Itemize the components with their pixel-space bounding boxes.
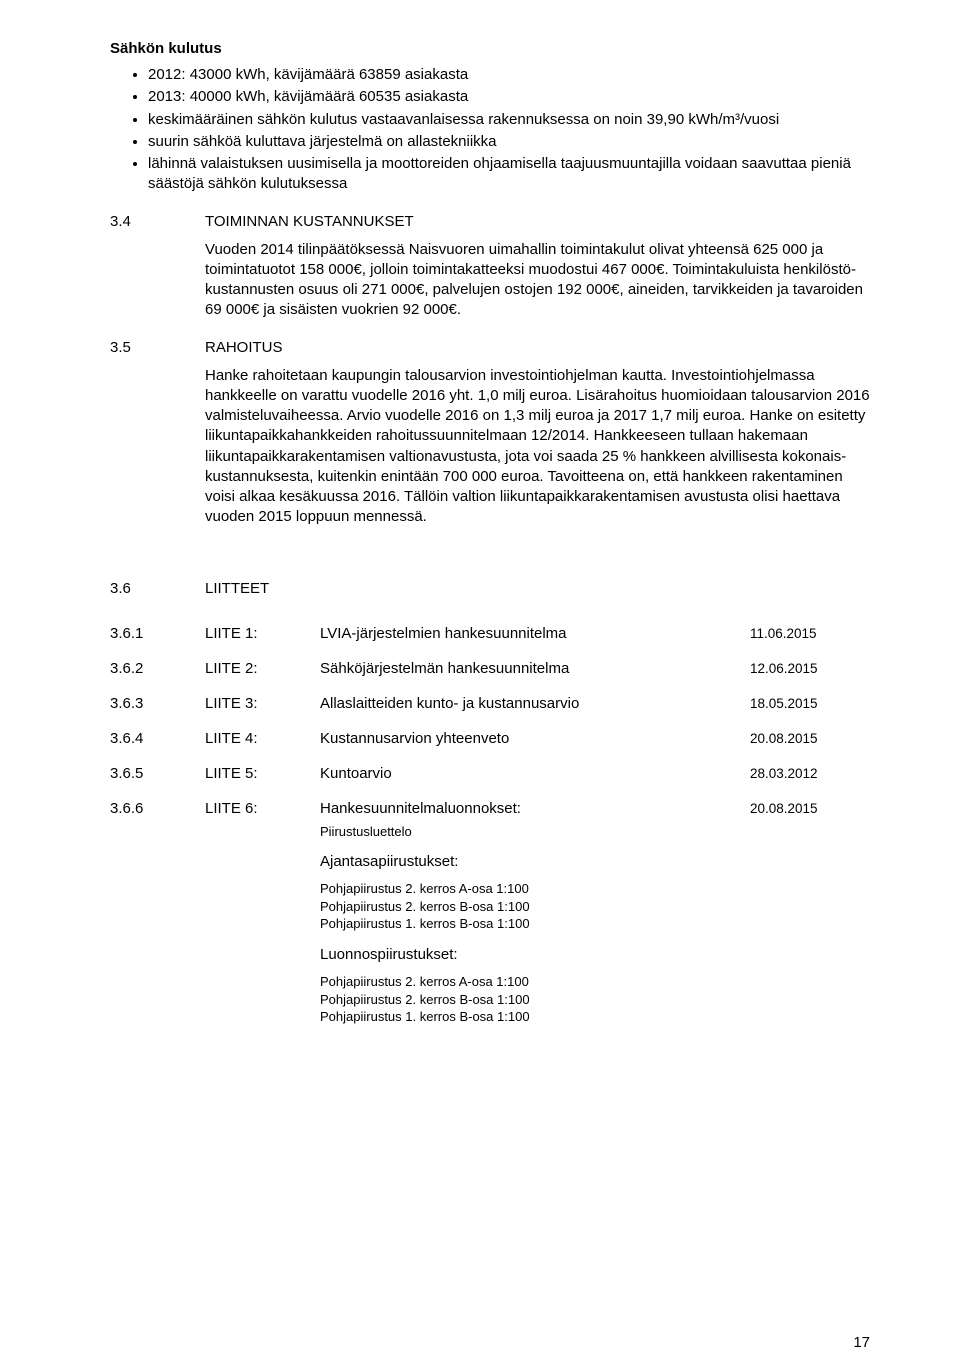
liite-label: LIITE 4:	[205, 730, 320, 747]
liite-num: 3.6.4	[110, 730, 205, 747]
spacer	[110, 546, 870, 570]
liite-num: 3.6.5	[110, 765, 205, 782]
ajantasa-line: Pohjapiirustus 2. kerros B-osa 1:100	[320, 898, 870, 916]
page: Sähkön kulutus 2012: 43000 kWh, kävijämä…	[0, 0, 960, 1371]
liite-num: 3.6.2	[110, 660, 205, 677]
list-item: 2013: 40000 kWh, kävijämäärä 60535 asiak…	[148, 87, 870, 107]
ajantasa-line: Pohjapiirustus 1. kerros B-osa 1:100	[320, 915, 870, 933]
liite-date: 18.05.2015	[750, 696, 870, 711]
heading-text: RAHOITUS	[205, 339, 283, 356]
list-item: suurin sähköä kuluttava järjestelmä on a…	[148, 132, 870, 152]
bullet-text: 2013: 40000 kWh, kävijämäärä 60535 asiak…	[148, 88, 468, 105]
liite-date: 20.08.2015	[750, 731, 870, 746]
bullet-text: suurin sähköä kuluttava järjestelmä on a…	[148, 133, 497, 150]
luonnos-title: Luonnospiirustukset:	[320, 945, 870, 965]
liite-desc: Kuntoarvio	[320, 765, 750, 782]
piirustusluettelo: Piirustusluettelo	[320, 823, 870, 841]
liite-desc: Allaslaitteiden kunto- ja kustannusarvio	[320, 695, 750, 712]
liite-row: 3.6.4 LIITE 4: Kustannusarvion yhteenvet…	[110, 730, 870, 747]
paragraph-3-5: Hanke rahoitetaan kaupungin talousarvion…	[205, 366, 870, 528]
liite-row: 3.6.5 LIITE 5: Kuntoarvio 28.03.2012	[110, 765, 870, 782]
liite-date: 20.08.2015	[750, 801, 870, 816]
heading-num: 3.4	[110, 213, 205, 230]
liite-desc: Hankesuunnitelmaluonnokset:	[320, 800, 750, 817]
liite-num: 3.6.1	[110, 625, 205, 642]
ajantasa-line: Pohjapiirustus 2. kerros A-osa 1:100	[320, 880, 870, 898]
liite-num: 3.6.6	[110, 800, 205, 817]
page-number: 17	[853, 1334, 870, 1351]
liite-row: 3.6.2 LIITE 2: Sähköjärjestelmän hankesu…	[110, 660, 870, 677]
title-text: Sähkön kulutus	[110, 40, 222, 57]
sub-block: Piirustusluettelo Ajantasapiirustukset: …	[320, 823, 870, 1026]
liite-num: 3.6.3	[110, 695, 205, 712]
liite-row: 3.6.6 LIITE 6: Hankesuunnitelmaluonnokse…	[110, 800, 870, 817]
liite-label: LIITE 3:	[205, 695, 320, 712]
luonnos-line: Pohjapiirustus 1. kerros B-osa 1:100	[320, 1008, 870, 1026]
liite-row: 3.6.1 LIITE 1: LVIA-järjestelmien hankes…	[110, 625, 870, 642]
bullet-text: lähinnä valaistuksen uusimisella ja moot…	[148, 155, 851, 192]
liite-label: LIITE 5:	[205, 765, 320, 782]
luonnos-line: Pohjapiirustus 2. kerros B-osa 1:100	[320, 991, 870, 1009]
list-item: lähinnä valaistuksen uusimisella ja moot…	[148, 154, 870, 195]
heading-3-5: 3.5 RAHOITUS	[110, 339, 870, 356]
liite-label: LIITE 2:	[205, 660, 320, 677]
liite-date: 12.06.2015	[750, 661, 870, 676]
bullet-text: 2012: 43000 kWh, kävijämäärä 63859 asiak…	[148, 66, 468, 83]
list-item: keskimääräinen sähkön kulutus vastaavanl…	[148, 110, 870, 130]
liite-desc: LVIA-järjestelmien hankesuunnitelma	[320, 625, 750, 642]
ajantasa-title: Ajantasapiirustukset:	[320, 852, 870, 872]
heading-text: TOIMINNAN KUSTANNUKSET	[205, 213, 414, 230]
bullet-text: keskimääräinen sähkön kulutus vastaavanl…	[148, 111, 779, 128]
heading-3-4: 3.4 TOIMINNAN KUSTANNUKSET	[110, 213, 870, 230]
liite-label: LIITE 1:	[205, 625, 320, 642]
heading-num: 3.6	[110, 580, 205, 597]
heading-text: LIITTEET	[205, 580, 269, 597]
list-item: 2012: 43000 kWh, kävijämäärä 63859 asiak…	[148, 65, 870, 85]
liite-date: 28.03.2012	[750, 766, 870, 781]
liite-row: 3.6.3 LIITE 3: Allaslaitteiden kunto- ja…	[110, 695, 870, 712]
paragraph-3-4: Vuoden 2014 tilinpäätöksessä Naisvuoren …	[205, 240, 870, 321]
heading-num: 3.5	[110, 339, 205, 356]
liite-desc: Kustannusarvion yhteenveto	[320, 730, 750, 747]
heading-3-6: 3.6 LIITTEET	[110, 580, 870, 597]
bullet-list: 2012: 43000 kWh, kävijämäärä 63859 asiak…	[110, 65, 870, 195]
liite-date: 11.06.2015	[750, 626, 870, 641]
liite-desc: Sähköjärjestelmän hankesuunnitelma	[320, 660, 750, 677]
section-title-sahkon: Sähkön kulutus	[110, 40, 870, 57]
liite-label: LIITE 6:	[205, 800, 320, 817]
luonnos-line: Pohjapiirustus 2. kerros A-osa 1:100	[320, 973, 870, 991]
